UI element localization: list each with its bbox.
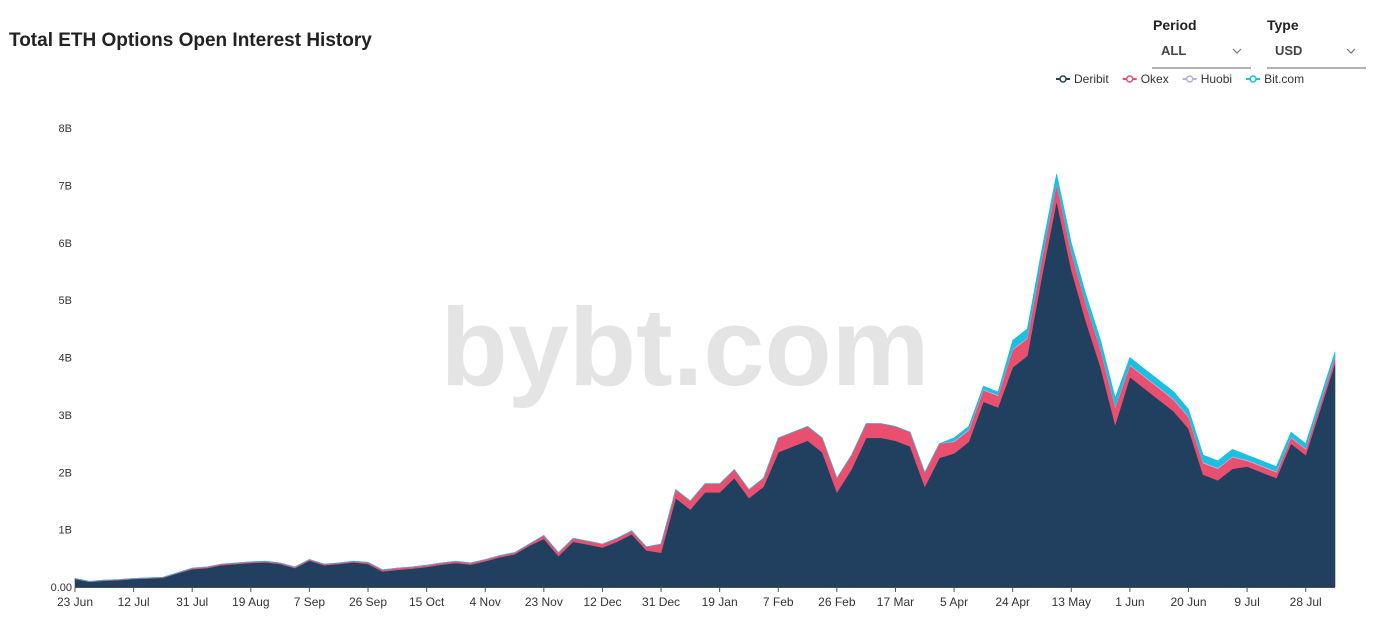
period-value: ALL [1161,43,1186,58]
legend-item[interactable]: Okex [1122,72,1169,86]
x-tick-label: 24 Apr [995,595,1030,609]
legend-label: Okex [1141,72,1169,86]
watermark: bybt.com [441,286,930,409]
x-tick-label: 7 Sep [294,595,326,609]
x-tick-label: 23 Jun [57,595,93,609]
legend: Deribit Okex Huobi Bit.com [1056,72,1304,86]
x-tick-label: 26 Feb [818,595,856,609]
chevron [1232,48,1242,54]
y-tick-label: 7B [59,180,72,192]
x-tick-label: 26 Sep [349,595,387,609]
legend-label: Bit.com [1264,72,1304,86]
type-label: Type [1267,17,1299,33]
legend-item[interactable]: Deribit [1056,72,1109,86]
type-value: USD [1275,43,1302,58]
x-tick-label: 19 Aug [232,595,269,609]
x-tick-label: 13 May [1052,595,1091,609]
y-tick-label: 8B [59,123,72,135]
x-tick-label: 17 Mar [877,595,914,609]
y-tick-label: 4B [59,353,72,365]
legend-label: Deribit [1074,72,1109,86]
plot: 0.00 1B 2B 3B 4B 5B 6B 7B 8B 23 Jun 12 Jul 31 Jul 19… [51,123,1336,609]
legend-item[interactable]: Huobi [1182,72,1232,86]
legend-item[interactable]: Bit.com [1246,72,1304,86]
y-tick-label: 0.00 [51,582,72,594]
x-tick-label: 5 Apr [940,595,968,609]
x-tick-label: 9 Jul [1234,595,1259,609]
x-tick-label: 4 Nov [470,595,501,609]
x-tick-label: 12 Dec [583,595,621,609]
y-tick-label: 2B [59,467,72,479]
x-tick-label: 7 Feb [763,595,794,609]
x-tick-label: 15 Oct [409,595,445,609]
x-tick-label: 28 Jul [1290,595,1322,609]
legend-marker [1059,75,1067,83]
x-tick-label: 23 Nov [525,595,563,609]
x-tick-label: 20 Jun [1170,595,1206,609]
legend-marker [1125,75,1134,83]
y-tick-label: 6B [59,238,72,250]
x-tick-label: 19 Jan [702,595,738,609]
legend-marker [1249,75,1257,83]
y-tick-label: 1B [59,525,72,537]
chart-title: Total ETH Options Open Interest History [9,30,372,51]
chevron [1346,48,1356,54]
period-label: Period [1153,17,1197,33]
area [74,173,1336,582]
legend-label: Huobi [1201,72,1232,86]
x-tick-label: 12 Jul [118,595,150,609]
type-select[interactable]: USD [1267,43,1366,69]
x-tick-label: 31 Jul [176,595,208,609]
period-select[interactable]: ALL [1152,43,1251,69]
y-tick-label: 5B [59,295,72,307]
y-tick-label: 3B [59,410,72,422]
x-tick-label: 1 Jun [1115,595,1144,609]
legend-marker [1185,75,1194,83]
x-tick-label: 31 Dec [642,595,680,609]
